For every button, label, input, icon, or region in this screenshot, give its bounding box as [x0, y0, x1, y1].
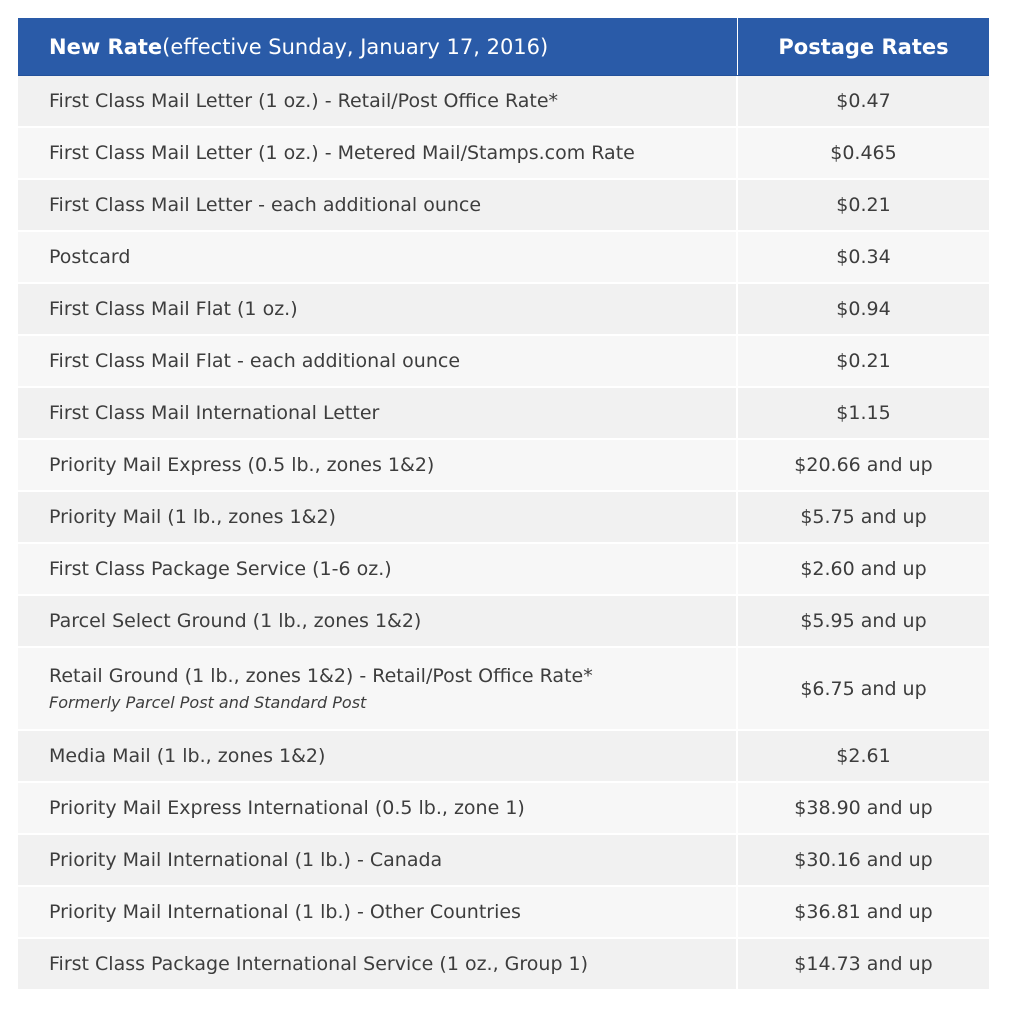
table-row: First Class Mail Letter - each additiona…	[18, 180, 989, 232]
service-cell: Postcard	[18, 232, 738, 282]
service-name: First Class Mail International Letter	[49, 402, 380, 424]
service-cell: Priority Mail Express International (0.5…	[18, 783, 738, 833]
service-name: First Class Mail Letter (1 oz.) - Retail…	[49, 90, 559, 112]
service-name: Parcel Select Ground (1 lb., zones 1&2)	[49, 610, 422, 632]
service-cell: Media Mail (1 lb., zones 1&2)	[18, 731, 738, 781]
service-name: First Class Mail Letter (1 oz.) - Metere…	[49, 142, 635, 164]
postage-rate-table: New Rate (effective Sunday, January 17, …	[18, 18, 989, 991]
rate-cell: $5.75 and up	[800, 506, 927, 528]
table-row: First Class Mail Letter (1 oz.) - Metere…	[18, 128, 989, 180]
table-row: Postcard $0.34	[18, 232, 989, 284]
service-name: Media Mail (1 lb., zones 1&2)	[49, 745, 326, 767]
service-name: Retail Ground (1 lb., zones 1&2) - Retai…	[49, 665, 593, 687]
table-row: Priority Mail Express (0.5 lb., zones 1&…	[18, 440, 989, 492]
table-row: First Class Mail International Letter $1…	[18, 388, 989, 440]
rate-cell: $1.15	[836, 402, 891, 424]
rate-cell: $0.465	[830, 142, 897, 164]
service-name: Priority Mail International (1 lb.) - Ot…	[49, 901, 521, 923]
service-cell: First Class Mail Flat - each additional …	[18, 336, 738, 386]
service-cell: First Class Package International Servic…	[18, 939, 738, 989]
table-row: First Class Mail Flat - each additional …	[18, 336, 989, 388]
table-row: Priority Mail International (1 lb.) - Ot…	[18, 887, 989, 939]
header-new-rate: New Rate (effective Sunday, January 17, …	[18, 18, 738, 75]
rate-cell: $38.90 and up	[794, 797, 933, 819]
service-name: First Class Mail Letter - each additiona…	[49, 194, 482, 216]
rate-cell: $0.94	[836, 298, 891, 320]
service-name: First Class Package Service (1-6 oz.)	[49, 558, 392, 580]
rate-cell: $2.61	[836, 745, 891, 767]
service-cell: Priority Mail (1 lb., zones 1&2)	[18, 492, 738, 542]
service-cell: Parcel Select Ground (1 lb., zones 1&2)	[18, 596, 738, 646]
service-name: First Class Mail Flat (1 oz.)	[49, 298, 298, 320]
table-row: Media Mail (1 lb., zones 1&2) $2.61	[18, 731, 989, 783]
service-cell: Priority Mail Express (0.5 lb., zones 1&…	[18, 440, 738, 490]
table-header-row: New Rate (effective Sunday, January 17, …	[18, 18, 989, 76]
table-row: First Class Mail Flat (1 oz.) $0.94	[18, 284, 989, 336]
rate-cell: $6.75 and up	[800, 677, 927, 700]
service-cell: Retail Ground (1 lb., zones 1&2) - Retai…	[18, 648, 738, 729]
table-row: First Class Package Service (1-6 oz.) $2…	[18, 544, 989, 596]
header-postage-rates: Postage Rates	[778, 34, 949, 59]
rate-cell: $14.73 and up	[794, 953, 933, 975]
service-name: Priority Mail (1 lb., zones 1&2)	[49, 506, 336, 528]
service-name: Postcard	[49, 246, 131, 268]
service-cell: First Class Package Service (1-6 oz.)	[18, 544, 738, 594]
service-name: First Class Package International Servic…	[49, 953, 589, 975]
service-cell: First Class Mail Flat (1 oz.)	[18, 284, 738, 334]
rate-cell: $30.16 and up	[794, 849, 933, 871]
rate-cell: $20.66 and up	[794, 454, 933, 476]
rate-cell: $5.95 and up	[800, 610, 927, 632]
header-new-rate-title: New Rate	[49, 34, 163, 59]
service-name: First Class Mail Flat - each additional …	[49, 350, 461, 372]
rate-cell: $0.21	[836, 350, 891, 372]
service-name: Priority Mail International (1 lb.) - Ca…	[49, 849, 443, 871]
service-cell: Priority Mail International (1 lb.) - Ca…	[18, 835, 738, 885]
rate-cell: $0.47	[836, 90, 891, 112]
table-row: Priority Mail Express International (0.5…	[18, 783, 989, 835]
service-cell: First Class Mail Letter (1 oz.) - Retail…	[18, 76, 738, 126]
table-row: Priority Mail (1 lb., zones 1&2) $5.75 a…	[18, 492, 989, 544]
table-body: First Class Mail Letter (1 oz.) - Retail…	[18, 76, 989, 991]
table-row: Retail Ground (1 lb., zones 1&2) - Retai…	[18, 648, 989, 731]
service-cell: First Class Mail Letter - each additiona…	[18, 180, 738, 230]
header-effective-date: (effective Sunday, January 17, 2016)	[162, 34, 549, 59]
rate-cell: $0.21	[836, 194, 891, 216]
service-name: Priority Mail Express International (0.5…	[49, 797, 525, 819]
table-row: First Class Package International Servic…	[18, 939, 989, 991]
service-cell: First Class Mail International Letter	[18, 388, 738, 438]
rate-cell: $2.60 and up	[800, 558, 927, 580]
service-cell: First Class Mail Letter (1 oz.) - Metere…	[18, 128, 738, 178]
rate-cell: $36.81 and up	[794, 901, 933, 923]
rate-cell: $0.34	[836, 246, 891, 268]
service-note: Formerly Parcel Post and Standard Post	[49, 693, 367, 712]
service-name: Priority Mail Express (0.5 lb., zones 1&…	[49, 454, 435, 476]
table-row: Priority Mail International (1 lb.) - Ca…	[18, 835, 989, 887]
service-cell: Priority Mail International (1 lb.) - Ot…	[18, 887, 738, 937]
table-row: First Class Mail Letter (1 oz.) - Retail…	[18, 76, 989, 128]
table-row: Parcel Select Ground (1 lb., zones 1&2) …	[18, 596, 989, 648]
